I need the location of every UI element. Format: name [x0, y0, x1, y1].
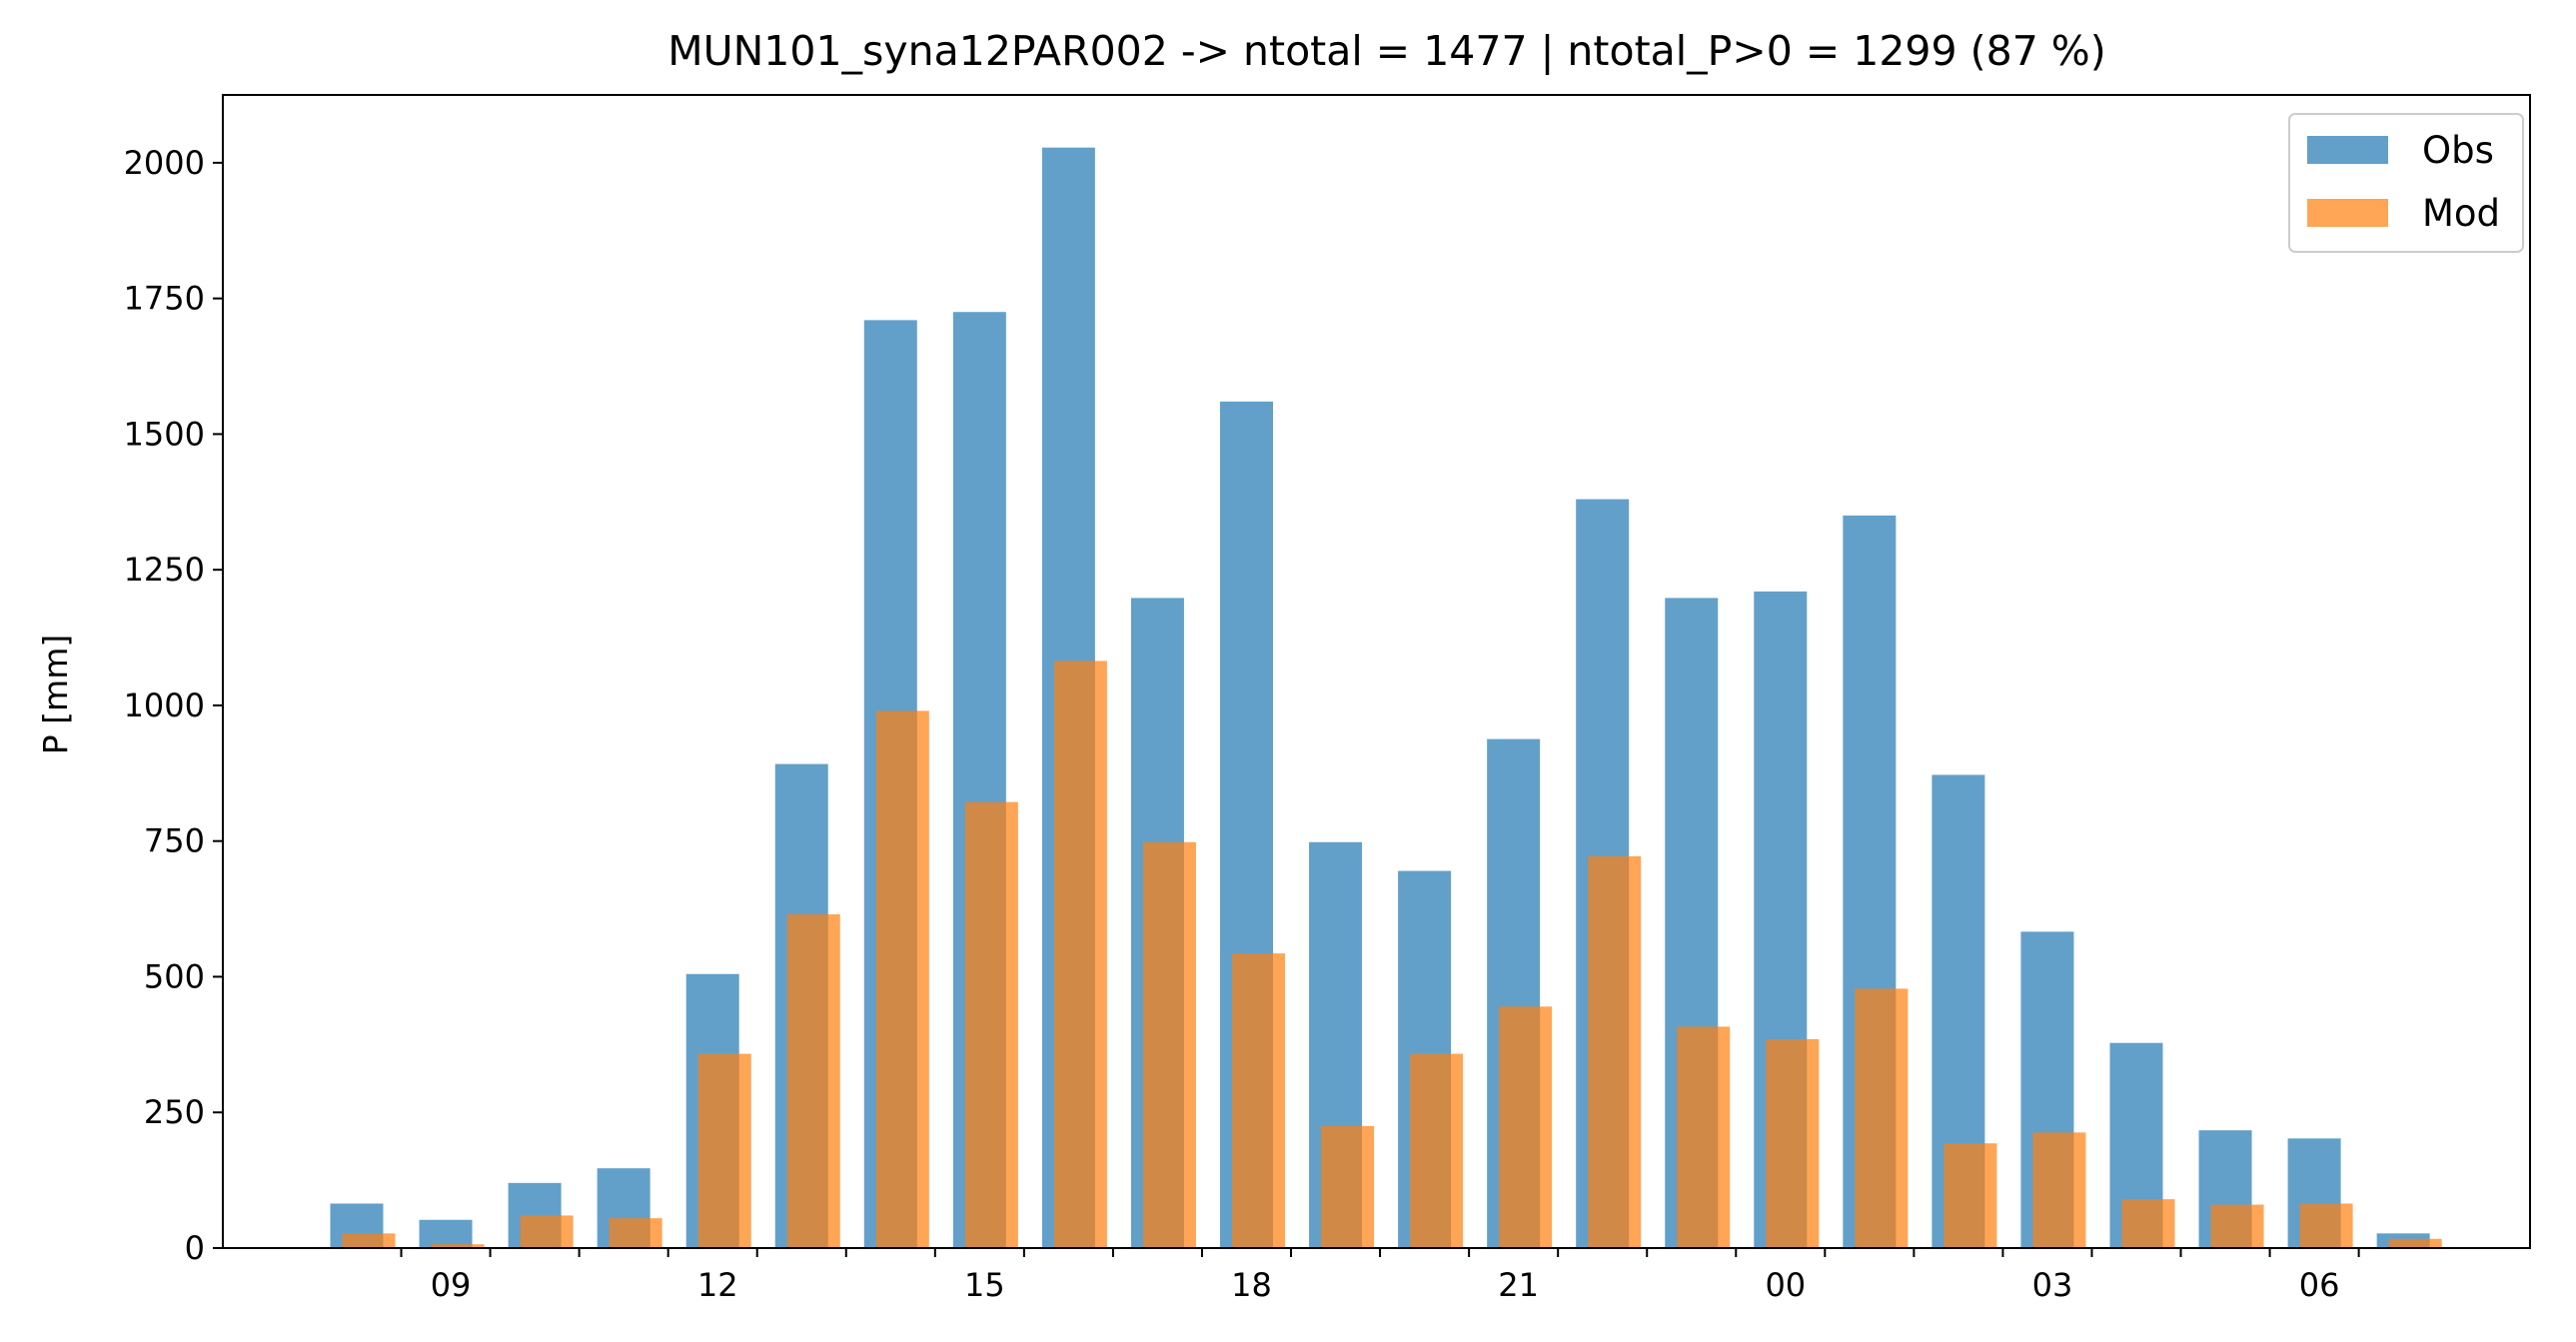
x-tick-label: 15: [964, 1266, 1005, 1304]
mod-bar-3: [2032, 1132, 2086, 1248]
y-tick-label: 500: [144, 957, 205, 995]
obs-bar-9: [419, 1219, 473, 1248]
mod-bar-22: [1588, 855, 1642, 1248]
y-tick-label: 1250: [124, 551, 205, 589]
y-tick-label: 2000: [124, 144, 205, 182]
mod-bar-21: [1499, 1006, 1553, 1248]
mod-bar-8: [342, 1233, 396, 1248]
mod-bar-4: [2121, 1199, 2175, 1248]
x-tick-label: 06: [2299, 1266, 2340, 1304]
mod-bar-13: [786, 914, 840, 1248]
mod-bar-12: [697, 1053, 751, 1248]
mod-legend-swatch: [2307, 199, 2388, 227]
axes-layer: 0 250 500 750 1000 1250 1500 1750 2000 09 12 15 18 21…: [124, 94, 2531, 1304]
chart-title: MUN101_syna12PAR002 -> ntotal = 1477 | n…: [667, 27, 2106, 75]
x-tick-label: 21: [1498, 1266, 1539, 1304]
mod-bar-9: [431, 1244, 485, 1248]
mod-bar-18: [1232, 953, 1285, 1248]
y-tick-label: 0: [185, 1229, 205, 1267]
obs-legend-label: Obs: [2422, 129, 2494, 172]
y-tick-label: 1000: [124, 686, 205, 724]
x-tick-label: 00: [1765, 1266, 1806, 1304]
plot-frame: [222, 94, 2531, 1249]
mod-bar-23: [1677, 1026, 1731, 1248]
x-tick-label: 03: [2032, 1266, 2073, 1304]
mod-bar-10: [520, 1215, 574, 1248]
mod-bar-7: [2388, 1238, 2442, 1248]
mod-bar-16: [1053, 661, 1107, 1248]
x-tick-label: 18: [1231, 1266, 1272, 1304]
mod-legend-label: Mod: [2422, 192, 2500, 235]
mod-bar-0: [1766, 1038, 1820, 1248]
y-tick-label: 750: [144, 822, 205, 860]
x-tick-label: 09: [431, 1266, 472, 1304]
y-axis-label: P [mm]: [36, 635, 75, 754]
mod-bar-11: [609, 1218, 662, 1248]
mod-bar-19: [1321, 1125, 1375, 1248]
mod-bar-17: [1142, 841, 1196, 1248]
y-tick-label: 250: [144, 1093, 205, 1131]
mod-bar-15: [964, 801, 1018, 1248]
mod-bar-1: [1855, 988, 1909, 1248]
x-tick-label: 12: [697, 1266, 738, 1304]
mod-bar-20: [1410, 1053, 1464, 1248]
y-tick-label: 1500: [124, 415, 205, 453]
mod-bar-2: [1943, 1143, 1997, 1248]
mod-bar-14: [875, 710, 929, 1248]
bars-layer: [330, 147, 2442, 1249]
obs-legend-swatch: [2307, 136, 2388, 164]
mod-bar-6: [2299, 1203, 2353, 1248]
y-tick-label: 1750: [124, 280, 205, 318]
legend: Obs Mod: [2288, 113, 2524, 253]
mod-bar-5: [2210, 1204, 2264, 1248]
